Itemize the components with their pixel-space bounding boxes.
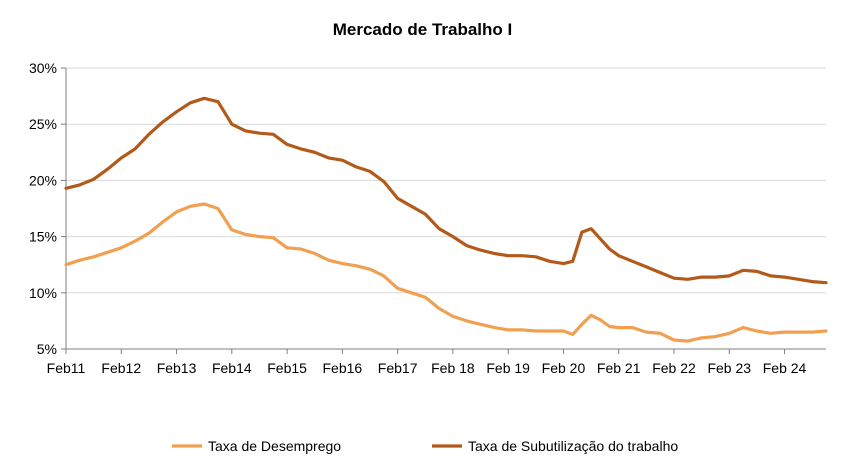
gridlines <box>66 67 826 294</box>
x-tick-label: Feb12 <box>101 360 141 376</box>
x-tick-label: Feb11 <box>47 360 86 376</box>
y-tick-label: 10% <box>29 285 57 301</box>
x-tick-label: Feb 21 <box>597 360 641 376</box>
series-lines <box>64 96 828 343</box>
x-tick-label: Feb13 <box>157 360 197 376</box>
y-tick-label: 5% <box>37 341 57 357</box>
x-tick-labels: Feb11 Feb12 Feb13 Feb14 Feb15 Feb16 Feb17 Feb 1… <box>47 360 807 376</box>
y-tick-label: 25% <box>29 116 57 132</box>
y-tick-label: 15% <box>29 229 57 245</box>
axes <box>61 67 826 354</box>
legend-label: Taxa de Subutilização do trabalho <box>468 438 678 454</box>
x-tick-label: Feb 18 <box>431 360 475 376</box>
y-tick-label: 20% <box>29 172 57 188</box>
series-line-2 <box>64 96 828 285</box>
chart-title: Mercado de Trabalho I <box>332 20 513 39</box>
series-line-1 <box>64 202 828 343</box>
y-tick-label: 30% <box>29 60 57 76</box>
x-tick-label: Feb14 <box>212 360 252 376</box>
x-tick-label: Feb 20 <box>542 360 586 376</box>
legend: Taxa de Desemprego Taxa de Subutilização … <box>172 438 678 454</box>
x-tick-label: Feb16 <box>323 360 363 376</box>
y-tick-labels: 5% 10% 15% 20% 25% 30% <box>29 60 57 357</box>
x-tick-label: Feb 23 <box>707 360 751 376</box>
x-tick-label: Feb 22 <box>652 360 696 376</box>
x-tick-label: Feb 19 <box>486 360 530 376</box>
x-tick-label: Feb17 <box>378 360 418 376</box>
x-tick-label: Feb 24 <box>763 360 807 376</box>
legend-label: Taxa de Desemprego <box>208 438 341 454</box>
x-tick-label: Feb15 <box>267 360 307 376</box>
